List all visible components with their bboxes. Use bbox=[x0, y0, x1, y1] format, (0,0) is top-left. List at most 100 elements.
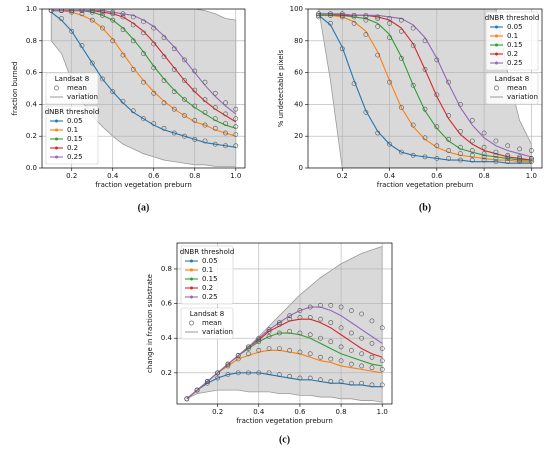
mean-marker bbox=[194, 387, 200, 393]
mean-marker bbox=[233, 106, 239, 112]
mean-marker bbox=[505, 154, 511, 160]
mean-marker bbox=[256, 337, 262, 343]
legend-swatch-dot bbox=[190, 277, 193, 281]
mean-marker bbox=[328, 320, 334, 326]
x-axis-label: fraction vegetation preburn bbox=[236, 417, 333, 425]
legend-label: 0.15 bbox=[202, 275, 218, 283]
mean-marker bbox=[161, 54, 167, 60]
mean-marker bbox=[141, 19, 146, 25]
fit-line bbox=[318, 14, 532, 161]
mean-marker bbox=[141, 51, 146, 56]
mean-marker bbox=[223, 143, 228, 149]
y-tick-label: 0.2 bbox=[161, 369, 172, 377]
mean-marker bbox=[141, 116, 146, 122]
mean-marker bbox=[422, 106, 428, 112]
y-tick-label: 0.4 bbox=[26, 100, 38, 108]
mean-marker bbox=[410, 25, 416, 31]
mean-marker bbox=[266, 370, 272, 376]
mean-marker bbox=[141, 79, 146, 85]
legend-title: Landsat 8 bbox=[55, 75, 89, 83]
x-tick-label: 1.0 bbox=[377, 408, 388, 416]
mean-marker bbox=[387, 141, 392, 147]
mean-marker bbox=[235, 370, 241, 376]
mean-marker bbox=[434, 92, 440, 98]
mean-marker bbox=[398, 149, 404, 155]
x-tick-label: 0.6 bbox=[431, 172, 443, 180]
caption: (a) bbox=[138, 202, 150, 213]
mean-marker bbox=[287, 373, 293, 379]
mean-marker bbox=[192, 68, 198, 74]
legend-label: 0.2 bbox=[507, 50, 518, 58]
mean-marker bbox=[225, 363, 231, 369]
mean-marker bbox=[517, 154, 522, 160]
mean-marker bbox=[171, 89, 177, 95]
legend-swatch-dot bbox=[495, 52, 498, 56]
legend-swatch-dot bbox=[55, 128, 58, 132]
mean-marker bbox=[287, 316, 293, 322]
y-tick-label: 100 bbox=[290, 5, 303, 13]
mean-marker bbox=[398, 105, 404, 110]
legend-label: 0.1 bbox=[202, 266, 213, 274]
mean-marker bbox=[517, 159, 522, 165]
mean-marker bbox=[256, 370, 262, 376]
mean-marker bbox=[469, 152, 475, 158]
mean-marker bbox=[316, 12, 322, 18]
mean-marker bbox=[328, 356, 334, 362]
legend-title: Landsat 8 bbox=[190, 310, 224, 318]
mean-marker bbox=[446, 136, 452, 142]
mean-marker bbox=[297, 375, 303, 381]
mean-marker bbox=[246, 346, 251, 352]
mean-marker bbox=[348, 308, 354, 313]
x-tick-label: 0.8 bbox=[336, 408, 347, 416]
mean-marker bbox=[59, 16, 64, 21]
mean-marker bbox=[212, 90, 218, 96]
x-tick-label: 0.2 bbox=[212, 408, 223, 416]
mean-marker bbox=[422, 154, 428, 160]
mean-marker bbox=[338, 379, 344, 384]
mean-marker bbox=[398, 28, 404, 34]
x-tick-label: 0.6 bbox=[148, 172, 160, 180]
y-tick-label: 60 bbox=[294, 69, 303, 77]
x-tick-label: 1.0 bbox=[526, 172, 537, 180]
mean-marker bbox=[204, 380, 210, 386]
mean-marker bbox=[348, 361, 354, 367]
mean-marker bbox=[505, 156, 511, 161]
y-tick-label: 0.6 bbox=[161, 300, 173, 308]
mean-marker bbox=[89, 17, 95, 23]
mean-marker bbox=[318, 316, 323, 322]
legend-swatch-dot bbox=[55, 119, 58, 123]
mean-marker bbox=[469, 148, 475, 153]
mean-marker bbox=[469, 138, 475, 144]
legend-swatch bbox=[189, 320, 194, 326]
mean-marker bbox=[363, 109, 369, 115]
mean-marker bbox=[422, 38, 428, 44]
mean-marker bbox=[235, 356, 241, 362]
mean-marker bbox=[287, 328, 293, 334]
legend-box bbox=[180, 307, 234, 340]
mean-marker bbox=[359, 335, 365, 341]
mean-marker bbox=[369, 354, 375, 360]
legend-label: 0.25 bbox=[67, 153, 83, 161]
mean-marker bbox=[182, 78, 187, 83]
mean-marker bbox=[120, 11, 126, 17]
mean-marker bbox=[318, 335, 323, 341]
mean-marker bbox=[266, 328, 272, 334]
fit-line bbox=[318, 13, 532, 158]
mean-marker bbox=[110, 11, 116, 17]
plot-area bbox=[42, 9, 245, 168]
mean-marker bbox=[338, 325, 344, 331]
mean-marker bbox=[223, 100, 228, 106]
legend-label: 0.05 bbox=[202, 257, 218, 265]
y-tick-label: 0.6 bbox=[26, 69, 38, 77]
mean-marker bbox=[446, 156, 452, 161]
y-tick-label: 80 bbox=[294, 37, 303, 45]
mean-marker bbox=[182, 113, 187, 118]
mean-marker bbox=[110, 9, 116, 15]
mean-marker bbox=[130, 38, 136, 44]
mean-marker bbox=[458, 102, 463, 107]
axes-frame bbox=[307, 8, 543, 169]
mean-marker bbox=[369, 382, 375, 388]
legend-swatch-dot bbox=[495, 43, 498, 47]
mean-marker bbox=[434, 124, 440, 130]
